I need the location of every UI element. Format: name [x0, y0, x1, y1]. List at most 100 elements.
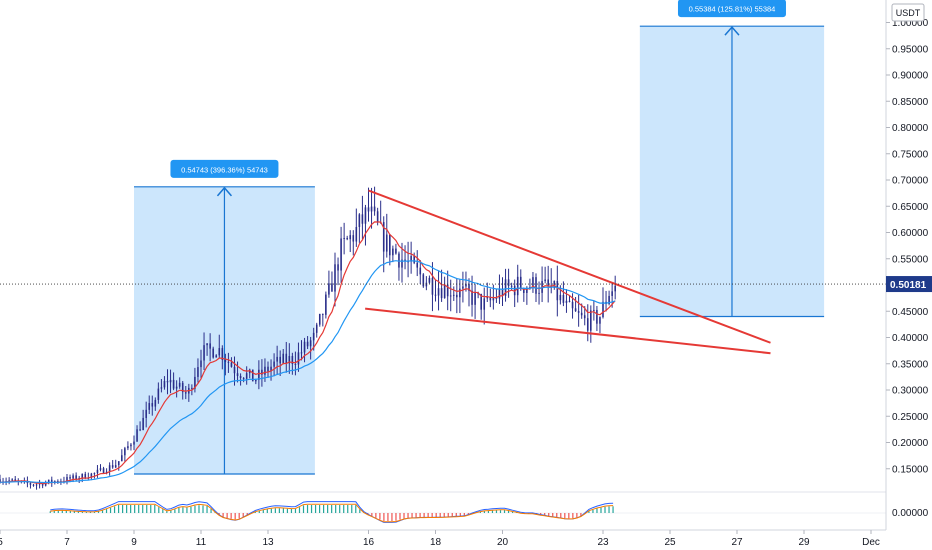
candle-body — [93, 473, 96, 475]
candle-body — [50, 479, 53, 483]
x-tick-label: 13 — [262, 537, 274, 548]
candle-body — [398, 253, 400, 268]
currency-badge — [891, 3, 925, 22]
y-tick-label: 0.75000 — [892, 149, 929, 160]
y-tick-label: 0.25000 — [892, 412, 929, 423]
candle-body — [392, 248, 394, 256]
x-tick-label: 18 — [430, 537, 442, 548]
measure-arrowhead — [216, 186, 233, 197]
candle-body — [611, 291, 613, 296]
candle-body — [99, 468, 102, 470]
measure-label: 0.54743 (396.36%) 54743 — [181, 165, 268, 174]
candle-body — [267, 366, 269, 372]
candle-body — [571, 301, 574, 309]
candle-body — [574, 308, 577, 312]
candle-body — [471, 290, 473, 305]
price-axis[interactable]: 1.00000 0.95000 0.90000 0.85000 0.80000 0.750… — [885, 0, 932, 530]
wedge-trendline — [365, 307, 771, 355]
candle-body — [456, 294, 458, 298]
ema-fast-line — [0, 221, 616, 485]
candle-body — [57, 481, 59, 483]
candle-body — [312, 332, 315, 341]
candle-body — [184, 392, 187, 394]
candle-body — [139, 429, 141, 431]
candle-body — [410, 255, 412, 262]
y-tick-label: 0.35000 — [892, 359, 929, 370]
candle-body — [72, 475, 74, 479]
candle-body — [108, 465, 111, 472]
candle-body — [519, 276, 522, 289]
candle-body — [340, 238, 342, 271]
candle-body — [568, 300, 571, 302]
candle-body — [547, 279, 549, 286]
candle-body — [468, 284, 470, 291]
wedge-trendline — [368, 189, 771, 344]
y-tick-label: 1.00000 — [892, 18, 929, 29]
candle-body — [221, 348, 224, 360]
ema-lines — [0, 221, 616, 485]
measure-labels: 0.54743 (396.36%) 54743 0.55384 (125.81%)… — [170, 0, 786, 178]
candle-body — [264, 366, 266, 375]
y-tick-label: 0.60000 — [892, 228, 929, 239]
candle-body — [239, 376, 242, 379]
candle-body — [175, 386, 178, 389]
measure-boxes[interactable] — [134, 25, 825, 475]
candle-body — [602, 301, 604, 318]
candle-body — [276, 356, 278, 362]
candle-body — [328, 283, 330, 295]
candle-body — [599, 317, 601, 324]
candle-body — [325, 294, 327, 315]
x-tick-label: 29 — [798, 537, 810, 548]
candle-body — [255, 379, 257, 382]
candle-body — [373, 206, 376, 212]
candle-body — [583, 315, 586, 319]
candle-body — [480, 294, 482, 310]
candle-body — [148, 403, 151, 410]
candle-body — [510, 285, 513, 287]
candle-body — [81, 473, 84, 478]
falling-wedge-lines[interactable] — [365, 189, 771, 355]
y-tick-label: 0.40000 — [892, 333, 929, 344]
candle-body — [142, 417, 144, 430]
candle-body — [130, 444, 132, 447]
candle-body — [376, 211, 379, 223]
oscillator-pane — [0, 501, 886, 523]
candle-body — [474, 292, 476, 305]
candle-body — [11, 479, 13, 481]
candle-body — [127, 446, 129, 449]
candle-body — [401, 259, 403, 268]
candle-body — [245, 373, 248, 379]
candle-body — [526, 287, 528, 293]
candle-body — [233, 366, 236, 374]
candle-body — [352, 235, 355, 242]
candle-body — [419, 267, 422, 275]
candle-body — [124, 448, 126, 456]
candle-body — [590, 310, 592, 331]
candle-body — [41, 483, 44, 486]
candle-body — [47, 479, 50, 483]
candle-body — [102, 468, 105, 473]
candle-body — [553, 281, 556, 288]
y-tick-label: 0.55000 — [892, 254, 929, 265]
candle-body — [242, 378, 245, 380]
x-tick-label: 27 — [731, 537, 743, 548]
candle-body — [306, 341, 309, 347]
x-tick-label: 5 — [0, 537, 3, 548]
time-axis[interactable]: 5 7 9 11 13 16 18 20 23 25 27 29 Dec — [0, 529, 886, 548]
measure-label-bg — [170, 159, 279, 178]
y-tick-label: 0.45000 — [892, 307, 929, 318]
measure-arrowhead — [724, 26, 740, 36]
candle-body — [322, 313, 324, 315]
candle-body — [215, 355, 218, 358]
candle-body — [434, 294, 437, 296]
candle-body — [291, 356, 294, 364]
x-tick-label: 11 — [196, 537, 207, 548]
candle-body — [440, 288, 443, 299]
candle-body — [191, 387, 193, 389]
osc-signal-line — [50, 503, 614, 523]
candle-body — [303, 341, 306, 353]
candle-body — [492, 298, 495, 301]
candle-body — [69, 477, 71, 479]
candle-body — [309, 340, 312, 347]
